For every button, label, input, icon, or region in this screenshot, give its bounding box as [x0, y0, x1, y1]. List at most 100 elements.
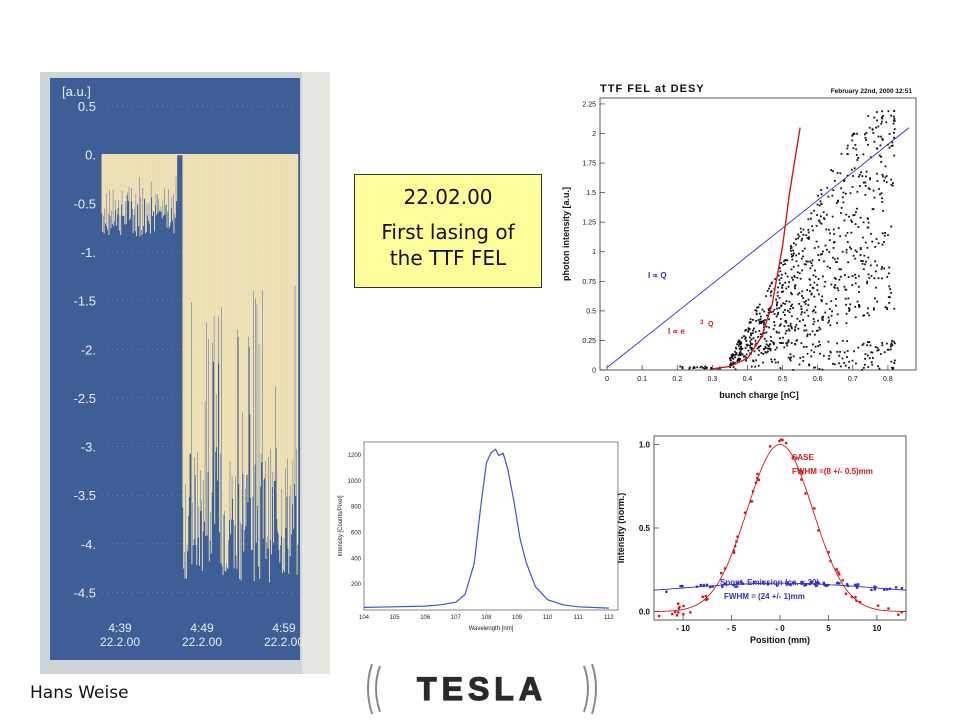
data-point [763, 337, 766, 340]
profile-point-sase [838, 573, 841, 576]
data-point [793, 276, 796, 278]
data-point [870, 156, 872, 159]
data-point [870, 274, 873, 277]
data-point [790, 268, 793, 271]
data-point [789, 359, 792, 362]
data-point [833, 240, 836, 243]
data-point [835, 278, 837, 280]
data-point [881, 277, 883, 280]
data-point [862, 366, 865, 369]
data-point [787, 285, 790, 288]
profile-point-spont [874, 585, 877, 589]
data-point [817, 219, 820, 222]
data-point [794, 284, 797, 287]
data-point [739, 342, 742, 345]
tesla-logo-text: TESLA [417, 671, 547, 707]
data-point [782, 311, 785, 314]
data-point [854, 257, 857, 260]
data-point [876, 347, 879, 349]
osc-y-tick: -1.5 [74, 294, 96, 309]
data-point [852, 175, 854, 177]
data-point [733, 354, 736, 356]
data-point [876, 300, 879, 303]
data-point [862, 342, 865, 345]
data-point [769, 349, 772, 352]
profile-point-sase [750, 500, 754, 503]
data-point [774, 278, 777, 280]
data-point [766, 350, 769, 353]
profile-point-sase [804, 492, 807, 495]
data-point [841, 339, 844, 342]
data-point [764, 351, 767, 353]
data-point [881, 341, 884, 344]
data-point [797, 264, 800, 267]
data-point [844, 274, 846, 276]
data-point [893, 342, 896, 345]
data-point [847, 261, 850, 264]
data-point [785, 330, 788, 332]
note-box: 22.02.00 First lasing of the TTF FEL [354, 174, 542, 288]
data-point [873, 140, 876, 143]
profile-point-spont [856, 583, 859, 586]
data-point [814, 333, 816, 336]
data-point [764, 319, 766, 321]
data-point [788, 300, 791, 303]
spectrum-y-tick: 800 [351, 505, 362, 511]
profile-point-spont [826, 583, 830, 587]
data-point [888, 296, 891, 299]
data-point [822, 275, 824, 278]
data-point [743, 335, 745, 337]
osc-y-tick: -4. [81, 537, 96, 552]
data-point [781, 284, 784, 287]
data-point [778, 267, 781, 269]
data-point [850, 231, 853, 234]
data-point [846, 147, 849, 150]
data-point [854, 273, 856, 276]
data-point [736, 358, 739, 361]
data-point [770, 311, 772, 314]
data-point [868, 314, 870, 317]
data-point [890, 145, 893, 147]
data-point [733, 361, 736, 364]
data-point [839, 235, 842, 238]
data-point [843, 362, 845, 364]
data-point [681, 367, 684, 370]
data-point [786, 309, 789, 312]
data-point [769, 285, 771, 287]
data-point [830, 283, 833, 286]
data-point [844, 192, 847, 195]
data-point [886, 348, 889, 351]
data-point [833, 277, 836, 279]
data-point [796, 276, 799, 279]
data-point [829, 267, 832, 269]
data-point [846, 350, 849, 352]
data-point [803, 311, 806, 314]
data-point [745, 343, 748, 346]
data-point [744, 336, 747, 339]
profile-point-sase [827, 551, 830, 554]
data-point [806, 352, 809, 355]
data-point [783, 309, 786, 311]
profile-point-sase [657, 614, 661, 618]
data-point [738, 343, 741, 345]
profile-point-sase [854, 596, 857, 599]
profile-point-sase [897, 613, 900, 616]
data-point [834, 284, 837, 286]
data-point [885, 181, 888, 184]
data-point [785, 300, 788, 303]
data-point [849, 303, 852, 306]
profile-point-spont [699, 583, 703, 587]
data-point [760, 320, 763, 323]
data-point [832, 247, 835, 249]
data-point [736, 360, 739, 362]
data-point [732, 366, 735, 369]
x-tick-label: 0.7 [848, 376, 858, 383]
data-point [782, 336, 784, 339]
data-point [753, 350, 756, 353]
profile-point-spont [873, 588, 876, 591]
profile-point-sase [887, 607, 890, 610]
data-point [807, 298, 810, 301]
data-point [732, 361, 735, 364]
data-point [803, 263, 806, 266]
data-point [794, 343, 797, 346]
